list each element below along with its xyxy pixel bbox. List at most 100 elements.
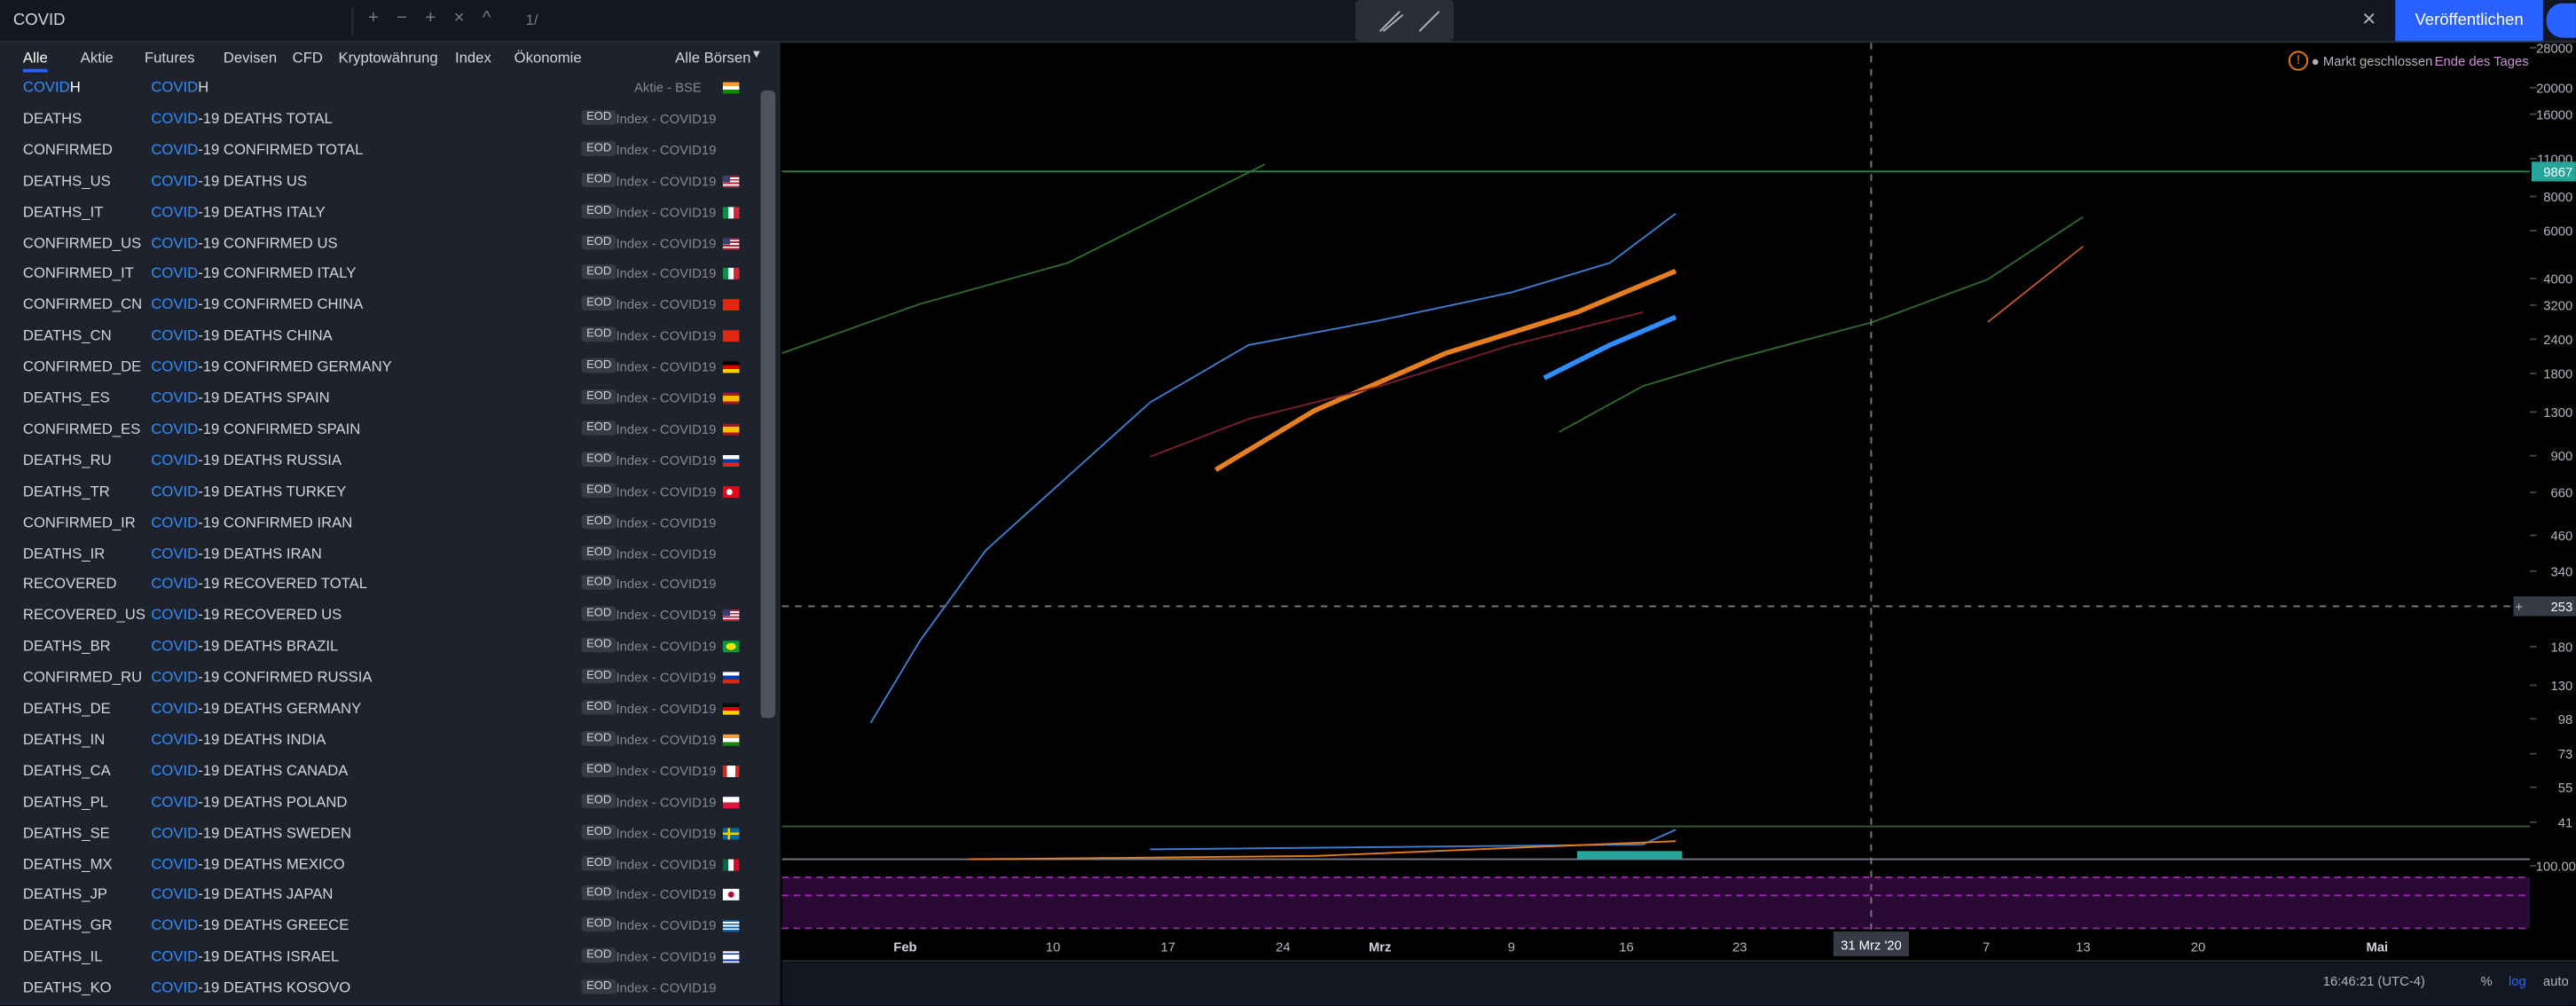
scale-button[interactable]: log xyxy=(2509,975,2526,989)
price-tick-label: 41 xyxy=(2558,816,2572,830)
description: COVID-19 DEATHS CHINA xyxy=(151,327,332,344)
description: COVID-19 DEATHS JAPAN xyxy=(151,886,333,903)
scale-button[interactable]: % xyxy=(2481,975,2493,989)
result-row[interactable]: DEATHS_RU COVID-19 DEATHS RUSSIA EOD Index … xyxy=(0,445,759,475)
tab[interactable]: Index xyxy=(455,49,491,67)
symbol-text: CONFIRMED_ES xyxy=(22,420,141,437)
search-actions[interactable]: +−+×^ xyxy=(367,8,509,28)
symbol-text: CONFIRMED_IT xyxy=(22,264,134,282)
result-row[interactable]: CONFIRMED_CN COVID-19 CONFIRMED CHINA EOD I… xyxy=(0,290,759,319)
exchange: Index - COVID19 xyxy=(616,825,717,841)
description-match: COVID xyxy=(151,171,199,189)
result-row[interactable]: DEATHS_GR COVID-19 DEATHS GREECE EOD Index … xyxy=(0,911,759,940)
close-button[interactable]: × xyxy=(2362,4,2376,32)
result-row[interactable]: DEATHS_TR COVID-19 DEATHS TURKEY EOD Index … xyxy=(0,476,759,506)
time-label: 17 xyxy=(1161,940,1175,955)
publish-button[interactable]: Veröffentlichen xyxy=(2395,0,2543,42)
tab[interactable]: CFD xyxy=(292,49,323,67)
result-row[interactable]: DEATHS_IL COVID-19 DEATHS ISRAEL EOD Index … xyxy=(0,942,759,971)
symbol-text: DEATHS_IN xyxy=(22,730,106,748)
exchange: Index - COVID19 xyxy=(616,266,717,282)
result-row[interactable]: CONFIRMED_DE COVID-19 CONFIRMED GERMANY EO… xyxy=(0,352,759,381)
result-row[interactable]: CONFIRMED_US COVID-19 CONFIRMED US EOD Inde… xyxy=(0,228,759,257)
tab[interactable]: Kryptowährung xyxy=(338,49,438,67)
result-row[interactable]: DEATHS_CA COVID-19 DEATHS CANADA EOD Index … xyxy=(0,756,759,785)
result-row[interactable]: DEATHS_ES COVID-19 DEATHS SPAIN EOD Index -… xyxy=(0,383,759,413)
flag xyxy=(722,206,740,218)
play-button[interactable] xyxy=(2546,3,2576,38)
result-row[interactable]: DEATHS_MX COVID-19 DEATHS MEXICO EOD Index … xyxy=(0,849,759,878)
tab[interactable]: Futures xyxy=(144,49,195,67)
symbol: DEATHS_DE xyxy=(23,700,111,717)
result-row[interactable]: DEATHS_PL COVID-19 DEATHS POLAND EOD Index … xyxy=(0,787,759,816)
result-row[interactable]: RECOVERED_US COVID-19 RECOVERED US EOD Inde… xyxy=(0,601,759,630)
time-label: 13 xyxy=(2076,940,2090,955)
tab[interactable]: Devisen xyxy=(223,49,278,67)
result-row[interactable]: RECOVERED COVID-19 RECOVERED TOTAL EOD Inde… xyxy=(0,570,759,599)
exchange-filter[interactable]: Alle Börsen xyxy=(675,49,751,67)
description-match: COVID xyxy=(151,947,199,965)
search-input[interactable]: COVID xyxy=(12,11,66,30)
description-match: COVID xyxy=(151,264,199,282)
result-row[interactable]: DEATHS_CN COVID-19 DEATHS CHINA EOD Index -… xyxy=(0,320,759,350)
drawing-icons xyxy=(1379,11,1441,32)
match-counter: 1/ xyxy=(525,11,538,28)
description: COVID-19 RECOVERED US xyxy=(151,607,342,624)
result-row[interactable]: CONFIRMED_IT COVID-19 CONFIRMED ITALY EOD I… xyxy=(0,258,759,287)
time-label: 10 xyxy=(1046,940,1060,955)
flag xyxy=(722,175,740,187)
price-tick-label: 55 xyxy=(2558,782,2572,796)
description-text: -19 DEATHS IRAN xyxy=(198,544,322,562)
result-row[interactable]: DEATHS_BR COVID-19 DEATHS BRAZIL EOD Index … xyxy=(0,632,759,661)
description: COVID-19 DEATHS TOTAL xyxy=(151,110,332,127)
badge: EOD xyxy=(581,233,617,249)
tab[interactable]: Ökonomie xyxy=(514,49,582,67)
result-row[interactable]: DEATHS_SE COVID-19 DEATHS SWEDEN EOD Index … xyxy=(0,818,759,847)
description-text: -19 DEATHS BRAZIL xyxy=(198,637,339,655)
indicator-line xyxy=(781,163,1266,355)
result-row[interactable]: COVIDH COVIDH Aktie - BSE xyxy=(0,72,759,101)
market-status: ● Markt geschlossen xyxy=(2311,54,2433,69)
result-row[interactable]: DEATHS_IT COVID-19 DEATHS ITALY EOD Index -… xyxy=(0,196,759,225)
description-text: -19 CONFIRMED US xyxy=(198,233,338,251)
symbol-text: DEATHS_US xyxy=(22,171,111,189)
flag xyxy=(722,423,740,436)
exchange: Index - COVID19 xyxy=(616,421,717,437)
result-row[interactable]: DEATHS_KO COVID-19 DEATHS KOSOVO EOD Index … xyxy=(0,973,759,1002)
description-text: -19 DEATHS TURKEY xyxy=(198,482,347,499)
tab[interactable]: Alle xyxy=(22,50,48,73)
price-tick-label: 460 xyxy=(2551,530,2573,544)
flag xyxy=(722,454,740,467)
volume-bars xyxy=(1576,851,1683,860)
scrollbar[interactable] xyxy=(760,90,776,719)
description-match: COVID xyxy=(151,575,199,593)
badge: EOD xyxy=(581,295,617,311)
badge: EOD xyxy=(581,854,617,870)
status-text: Markt geschlossen xyxy=(2322,54,2433,69)
result-row[interactable]: CONFIRMED_RU COVID-19 CONFIRMED RUSSIA EOD… xyxy=(0,663,759,692)
flag xyxy=(722,268,740,280)
result-row[interactable]: DEATHS_JP COVID-19 DEATHS JAPAN EOD Index -… xyxy=(0,880,759,909)
price-tick-label: 28000 xyxy=(2536,42,2572,56)
result-row[interactable]: CONFIRMED COVID-19 CONFIRMED TOTAL EOD Inde… xyxy=(0,134,759,163)
result-row[interactable]: CONFIRMED_ES COVID-19 CONFIRMED SPAIN EOD I… xyxy=(0,414,759,444)
result-row[interactable]: DEATHS_IR COVID-19 DEATHS IRAN EOD Index - … xyxy=(0,538,759,568)
tab[interactable]: Aktie xyxy=(80,49,114,67)
drawing-toolbar[interactable] xyxy=(1355,0,1455,42)
price-tick-label: 340 xyxy=(2551,565,2573,579)
top-toolbar: COVID +−+×^ 1/ × Veröffentlichen xyxy=(0,0,2576,43)
symbol: COVIDH xyxy=(23,79,81,96)
description: COVID-19 DEATHS ISRAEL xyxy=(151,948,339,965)
result-row[interactable]: DEATHS COVID-19 DEATHS TOTAL EOD Index - CO… xyxy=(0,103,759,132)
flag xyxy=(722,237,740,249)
result-row[interactable]: DEATHS_IN COVID-19 DEATHS INDIA EOD Index -… xyxy=(0,725,759,754)
description-match: COVID xyxy=(151,482,199,499)
description: COVID-19 DEATHS INDIA xyxy=(151,731,326,748)
scale-button[interactable]: auto xyxy=(2543,975,2569,989)
result-row[interactable]: DEATHS_US COVID-19 DEATHS US EOD Index - CO… xyxy=(0,165,759,194)
badge: EOD xyxy=(581,978,617,994)
exchange: Index - COVID19 xyxy=(616,918,717,934)
result-row[interactable]: DEATHS_DE COVID-19 DEATHS GERMANY EOD Index… xyxy=(0,694,759,723)
result-row[interactable]: CONFIRMED_IR COVID-19 CONFIRMED IRAN EOD In… xyxy=(0,507,759,537)
badge: EOD xyxy=(581,916,617,932)
